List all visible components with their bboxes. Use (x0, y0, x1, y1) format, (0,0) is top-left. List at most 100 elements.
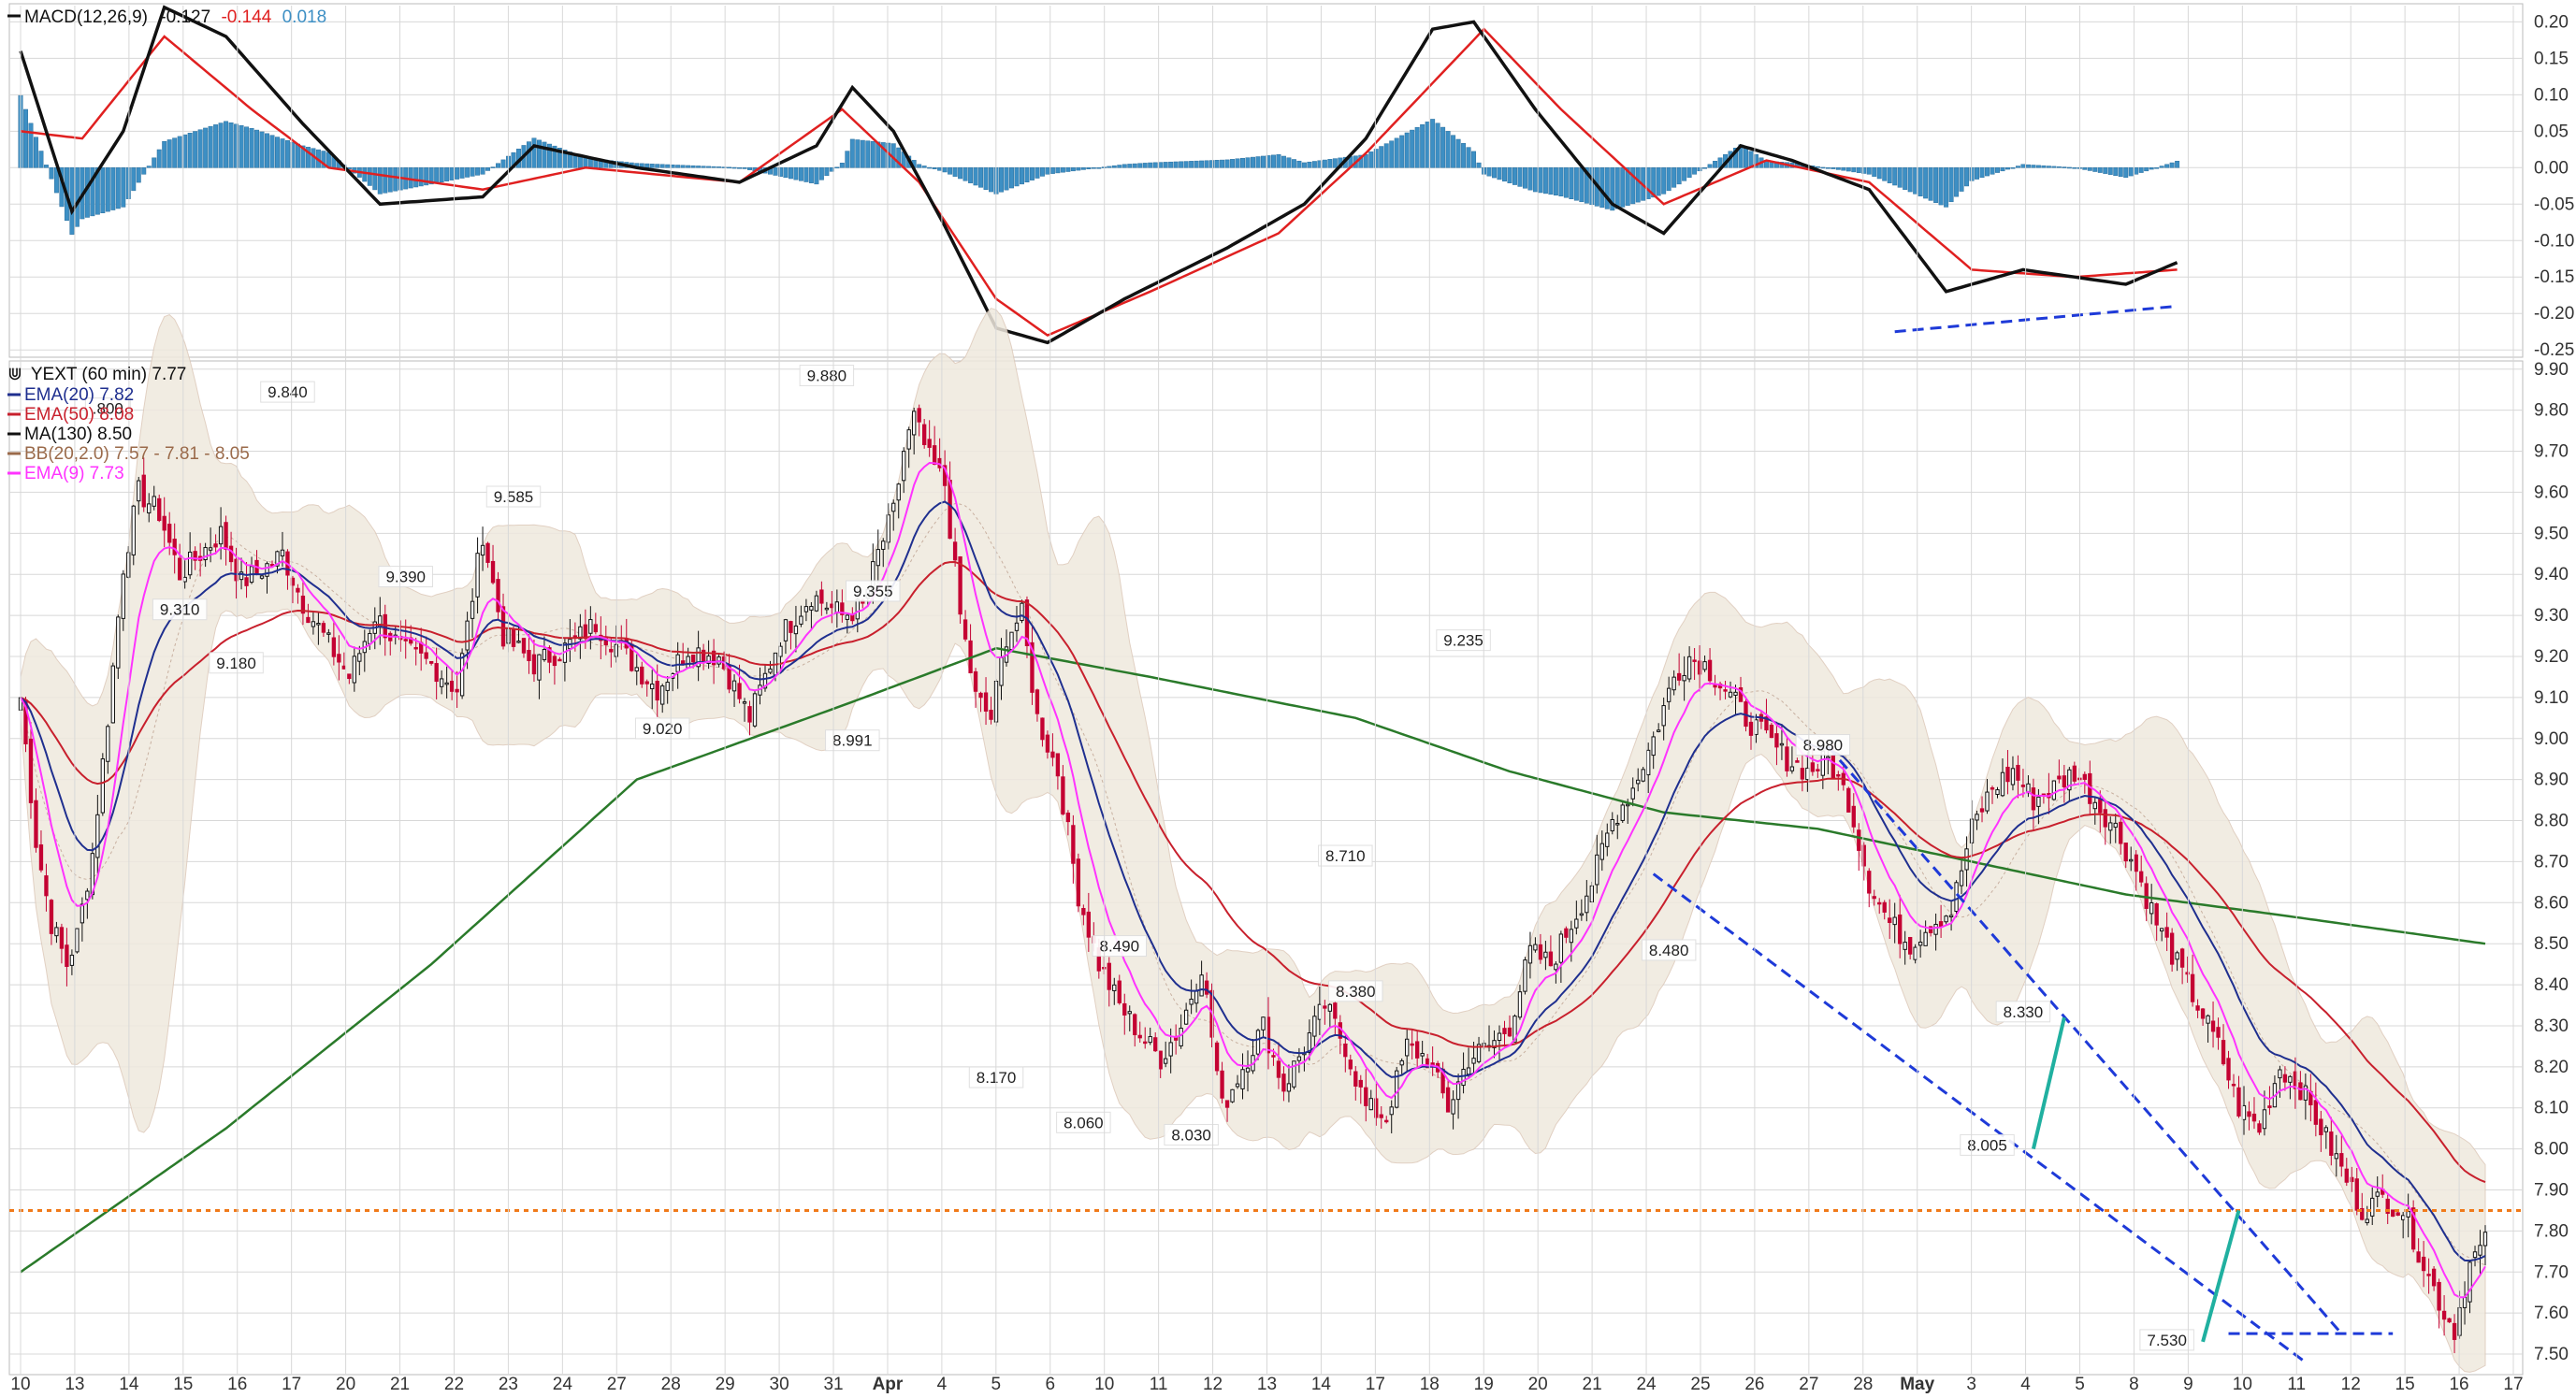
macd-histogram-bar (1604, 167, 1610, 209)
macd-histogram-bar (942, 167, 948, 173)
price-annotation: 8.490 (1092, 935, 1148, 958)
candle-body (203, 547, 208, 560)
candle-body (2395, 1212, 2400, 1217)
candle-body (1558, 933, 1564, 963)
candle-body (1445, 1087, 1451, 1113)
macd-divergence-trendline (1894, 304, 2178, 334)
candle-body (793, 625, 799, 635)
candle-body (444, 682, 449, 685)
price-annotation: 8.710 (1318, 844, 1373, 867)
candle-body (1230, 1088, 1235, 1103)
candle-body (1697, 660, 1702, 675)
macd-histogram-bar (1933, 167, 1939, 203)
macd-histogram-bar (1394, 137, 1399, 168)
candle-body (1168, 1042, 1173, 1057)
macd-histogram-bar (1039, 167, 1045, 177)
price-annotation: 9.235 (1436, 629, 1491, 652)
macd-panel: 0.20 0.15 0.10 0.05 0.00 -0.05 -0.10 -0.15 -0.20… (8, 3, 2574, 360)
candle-body (731, 680, 737, 692)
candle-body (1199, 974, 1204, 997)
macd-histogram-bar (737, 167, 743, 169)
macd-histogram-bar (1117, 165, 1122, 168)
macd-histogram-bar (475, 167, 481, 176)
candle-body (259, 575, 265, 579)
candle-body (1646, 749, 1651, 776)
macd-histogram-bar (465, 167, 470, 178)
legend-label: EMA(50) 8.08 (24, 405, 134, 425)
macd-histogram-bar (156, 149, 162, 168)
price-tick-label: 7.50 (2534, 1345, 2569, 1364)
candle-body (208, 547, 213, 551)
macd-histogram-bar (824, 167, 830, 177)
candle-body (711, 650, 716, 666)
candle-body (459, 653, 465, 697)
candle-body (696, 647, 701, 668)
annotation-box (1056, 1111, 1111, 1133)
macd-histogram-bar (1979, 167, 1985, 179)
candle-body (2016, 764, 2020, 781)
candle-body (1061, 776, 1065, 814)
macd-histogram-bar (1451, 135, 1456, 168)
macd-histogram-bar (921, 166, 927, 168)
price-tick-label: 9.20 (2534, 647, 2569, 667)
candle-body (978, 692, 983, 699)
candle-body (1785, 746, 1789, 771)
macd-tick-label: -0.15 (2534, 267, 2574, 287)
macd-histogram-bar (1301, 162, 1307, 168)
candle-body (650, 684, 655, 690)
candle-body (1928, 926, 1933, 933)
legend-label: EMA(9) 7.73 (24, 464, 124, 483)
macd-histogram-bar (444, 167, 450, 181)
macd-histogram-bar (43, 165, 49, 168)
macd-histogram-bar (218, 123, 224, 168)
candle-body (2247, 1111, 2251, 1117)
macd-histogram-bar (393, 167, 398, 192)
candle-body (1913, 946, 1918, 960)
candle-body (2467, 1261, 2472, 1303)
price-tick-label: 9.00 (2534, 729, 2569, 749)
candle-body (2190, 973, 2195, 1002)
macd-histogram-bar (1625, 167, 1630, 206)
macd-histogram-bar (2149, 167, 2154, 170)
macd-histogram-bar (1183, 161, 1189, 168)
price-annotation: 8.380 (1328, 980, 1383, 1002)
candle-body (2236, 1087, 2241, 1117)
macd-histogram-bar (244, 126, 250, 168)
price-tick-label: 8.00 (2534, 1140, 2569, 1160)
x-tick-label: Apr (873, 1375, 904, 1393)
candle-body (1816, 769, 1820, 771)
macd-histogram-bar (321, 151, 326, 168)
macd-histogram-bar (1148, 162, 1153, 168)
macd-histogram-bar (1872, 167, 1877, 177)
price-tick-label: 7.90 (2534, 1181, 2569, 1201)
macd-histogram-bar (1990, 167, 1995, 175)
macd-histogram-bar (1399, 135, 1405, 168)
macd-histogram-bar (2092, 167, 2098, 172)
candle-body (2123, 843, 2128, 862)
candle-body (1410, 1043, 1414, 1046)
macd-histogram-bar (1861, 167, 1867, 174)
macd-histogram-bar (1825, 167, 1831, 169)
macd-histogram-bar (855, 139, 861, 168)
macd-histogram-bar (1563, 167, 1569, 198)
macd-histogram-bar (249, 127, 254, 168)
x-tick-label: 28 (661, 1375, 681, 1393)
candle-body (2288, 1075, 2293, 1083)
candle-body (1323, 1005, 1327, 1009)
macd-histogram-bar (141, 167, 147, 175)
candle-body (809, 606, 814, 611)
macd-histogram-bar (2025, 164, 2031, 168)
macd-histogram-bar (1672, 167, 1677, 188)
macd-histogram-bar (490, 166, 496, 168)
candle-body (1133, 1014, 1137, 1036)
macd-histogram-bar (860, 139, 865, 168)
candle-body (59, 927, 65, 949)
x-tick-label: 18 (1420, 1375, 1440, 1393)
candle-body (321, 623, 326, 633)
annotation-label: 7.530 (2147, 1332, 2187, 1349)
candle-body (316, 622, 321, 626)
candle-body (511, 629, 516, 647)
macd-histogram-bar (1045, 167, 1050, 175)
price-tick-label: 8.10 (2534, 1099, 2569, 1118)
macd-histogram-bar (69, 167, 75, 235)
